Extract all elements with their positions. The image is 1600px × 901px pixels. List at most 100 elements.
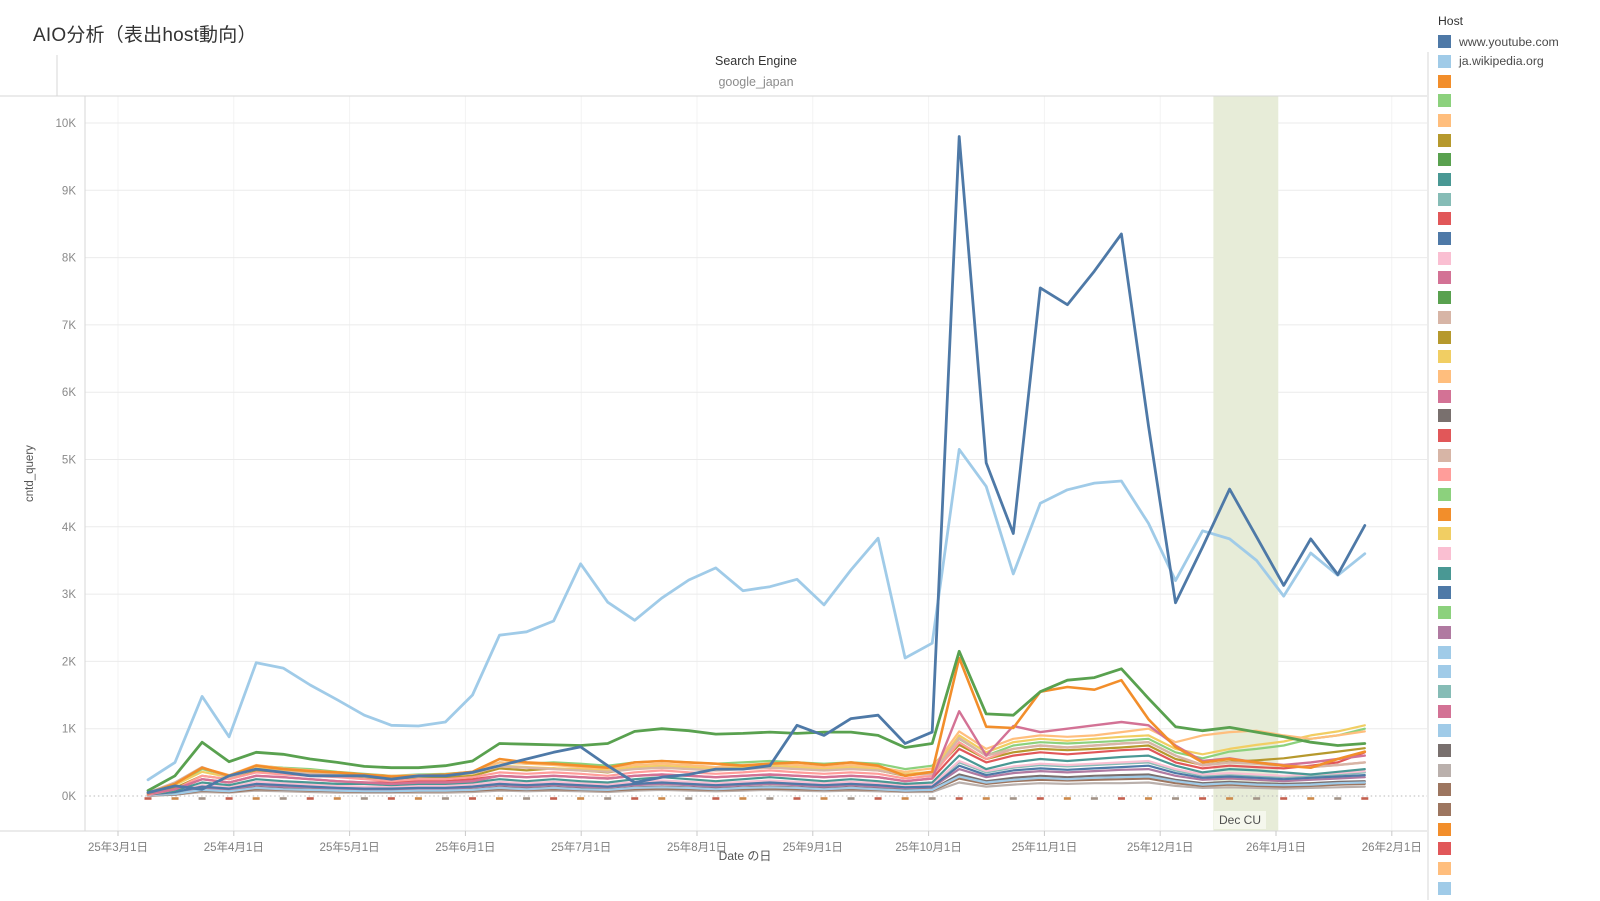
week-tick <box>766 797 774 800</box>
x-tick-label: 25年3月1日 <box>88 840 148 854</box>
x-tick-label: 25年7月1日 <box>551 840 611 854</box>
legend-swatch-icon <box>1438 35 1451 49</box>
legend-swatch-icon <box>1438 881 1451 895</box>
week-tick <box>1307 797 1315 800</box>
week-tick <box>1036 797 1044 800</box>
legend-row[interactable] <box>1438 763 1598 777</box>
week-tick <box>982 797 990 800</box>
legend-row[interactable] <box>1438 330 1598 344</box>
legend-row[interactable]: ja.wikipedia.org <box>1438 54 1598 68</box>
legend-row[interactable] <box>1438 881 1598 895</box>
legend-row[interactable] <box>1438 153 1598 167</box>
legend-row[interactable] <box>1438 862 1598 876</box>
legend-row[interactable] <box>1438 606 1598 620</box>
legend-row[interactable] <box>1438 684 1598 698</box>
x-tick-label: 25年11月1日 <box>1012 840 1078 854</box>
legend-row[interactable]: www.youtube.com <box>1438 35 1598 49</box>
week-tick <box>360 797 368 800</box>
legend-row[interactable] <box>1438 350 1598 364</box>
week-tick <box>144 797 152 800</box>
legend-row[interactable] <box>1438 468 1598 482</box>
legend-swatch-icon <box>1438 133 1451 147</box>
y-tick-label: 2K <box>62 656 76 668</box>
week-tick <box>874 797 882 800</box>
legend-swatch-icon <box>1438 684 1451 698</box>
legend-row[interactable] <box>1438 803 1598 816</box>
legend-row[interactable] <box>1438 113 1598 127</box>
legend-row[interactable] <box>1438 271 1598 285</box>
legend-row[interactable] <box>1438 665 1598 679</box>
series-line-ja.wikipedia.org[interactable] <box>146 447 1367 782</box>
week-tick <box>333 797 341 800</box>
week-tick <box>739 797 747 800</box>
week-tick <box>306 797 314 800</box>
legend-row[interactable] <box>1438 488 1598 501</box>
legend-row[interactable] <box>1438 566 1598 580</box>
legend-row[interactable] <box>1438 783 1598 797</box>
legend-row[interactable] <box>1438 173 1598 186</box>
legend-swatch-icon <box>1438 448 1451 462</box>
legend-row[interactable] <box>1438 94 1598 108</box>
y-tick-label: 0K <box>62 791 76 803</box>
legend-swatch-icon <box>1438 645 1451 659</box>
legend-row[interactable] <box>1438 527 1598 541</box>
legend-row[interactable] <box>1438 507 1598 521</box>
legend-row[interactable] <box>1438 842 1598 856</box>
legend-row[interactable] <box>1438 586 1598 600</box>
legend-row[interactable] <box>1438 645 1598 659</box>
series-line[interactable] <box>146 710 1367 796</box>
legend-row[interactable] <box>1438 74 1598 88</box>
legend-row[interactable] <box>1438 724 1598 738</box>
legend-row[interactable] <box>1438 625 1598 639</box>
legend-swatch-icon <box>1438 822 1451 836</box>
column-field-value: google_japan <box>718 74 794 89</box>
week-tick <box>387 797 395 800</box>
series-line[interactable] <box>146 754 1366 796</box>
legend-swatch-icon <box>1438 862 1451 876</box>
legend-swatch-icon <box>1438 763 1451 777</box>
legend-row[interactable] <box>1438 232 1598 246</box>
legend-row[interactable] <box>1438 704 1598 718</box>
legend-row[interactable] <box>1438 409 1598 423</box>
week-tick <box>1253 797 1261 800</box>
series-line[interactable] <box>146 775 1366 797</box>
legend-swatch-icon <box>1438 251 1451 265</box>
legend-row[interactable] <box>1438 133 1598 147</box>
series-line-www.youtube.com[interactable] <box>146 135 1367 794</box>
week-tick <box>198 797 206 800</box>
week-tick <box>225 797 233 800</box>
legend-swatch-icon <box>1438 350 1451 364</box>
legend-row[interactable] <box>1438 212 1598 226</box>
legend-row[interactable] <box>1438 448 1598 462</box>
legend-swatch-icon <box>1438 842 1451 856</box>
legend-row[interactable] <box>1438 369 1598 383</box>
week-tick <box>1063 797 1071 800</box>
legend-swatch-icon <box>1438 212 1451 226</box>
column-header: Search Engine google_japan <box>85 55 1427 88</box>
legend-swatch-icon <box>1438 271 1451 285</box>
y-tick-label: 4K <box>62 522 76 534</box>
legend-row[interactable] <box>1438 428 1598 442</box>
series-line[interactable] <box>146 649 1367 792</box>
legend-row[interactable] <box>1438 192 1598 206</box>
legend-swatch-icon <box>1438 310 1451 324</box>
legend-row[interactable] <box>1438 251 1598 265</box>
series-line[interactable] <box>146 759 1366 797</box>
legend-row[interactable] <box>1438 743 1598 757</box>
series-line[interactable] <box>146 656 1367 795</box>
x-tick-label: 25年5月1日 <box>320 840 380 854</box>
series-line[interactable] <box>146 764 1366 796</box>
legend-row[interactable] <box>1438 310 1598 324</box>
legend-row[interactable] <box>1438 389 1598 403</box>
legend-row[interactable] <box>1438 822 1598 836</box>
x-tick-label: 25年10月1日 <box>895 840 961 854</box>
legend-swatch-icon <box>1438 113 1451 127</box>
legend-swatch-icon <box>1438 409 1451 423</box>
week-tick <box>577 797 585 800</box>
y-tick-label: 8K <box>62 253 76 265</box>
legend-row[interactable] <box>1438 547 1598 561</box>
legend-row[interactable] <box>1438 291 1598 305</box>
host-legend: Host www.youtube.com ja.wikipedia.org <box>1438 14 1598 901</box>
week-tick <box>685 797 693 800</box>
